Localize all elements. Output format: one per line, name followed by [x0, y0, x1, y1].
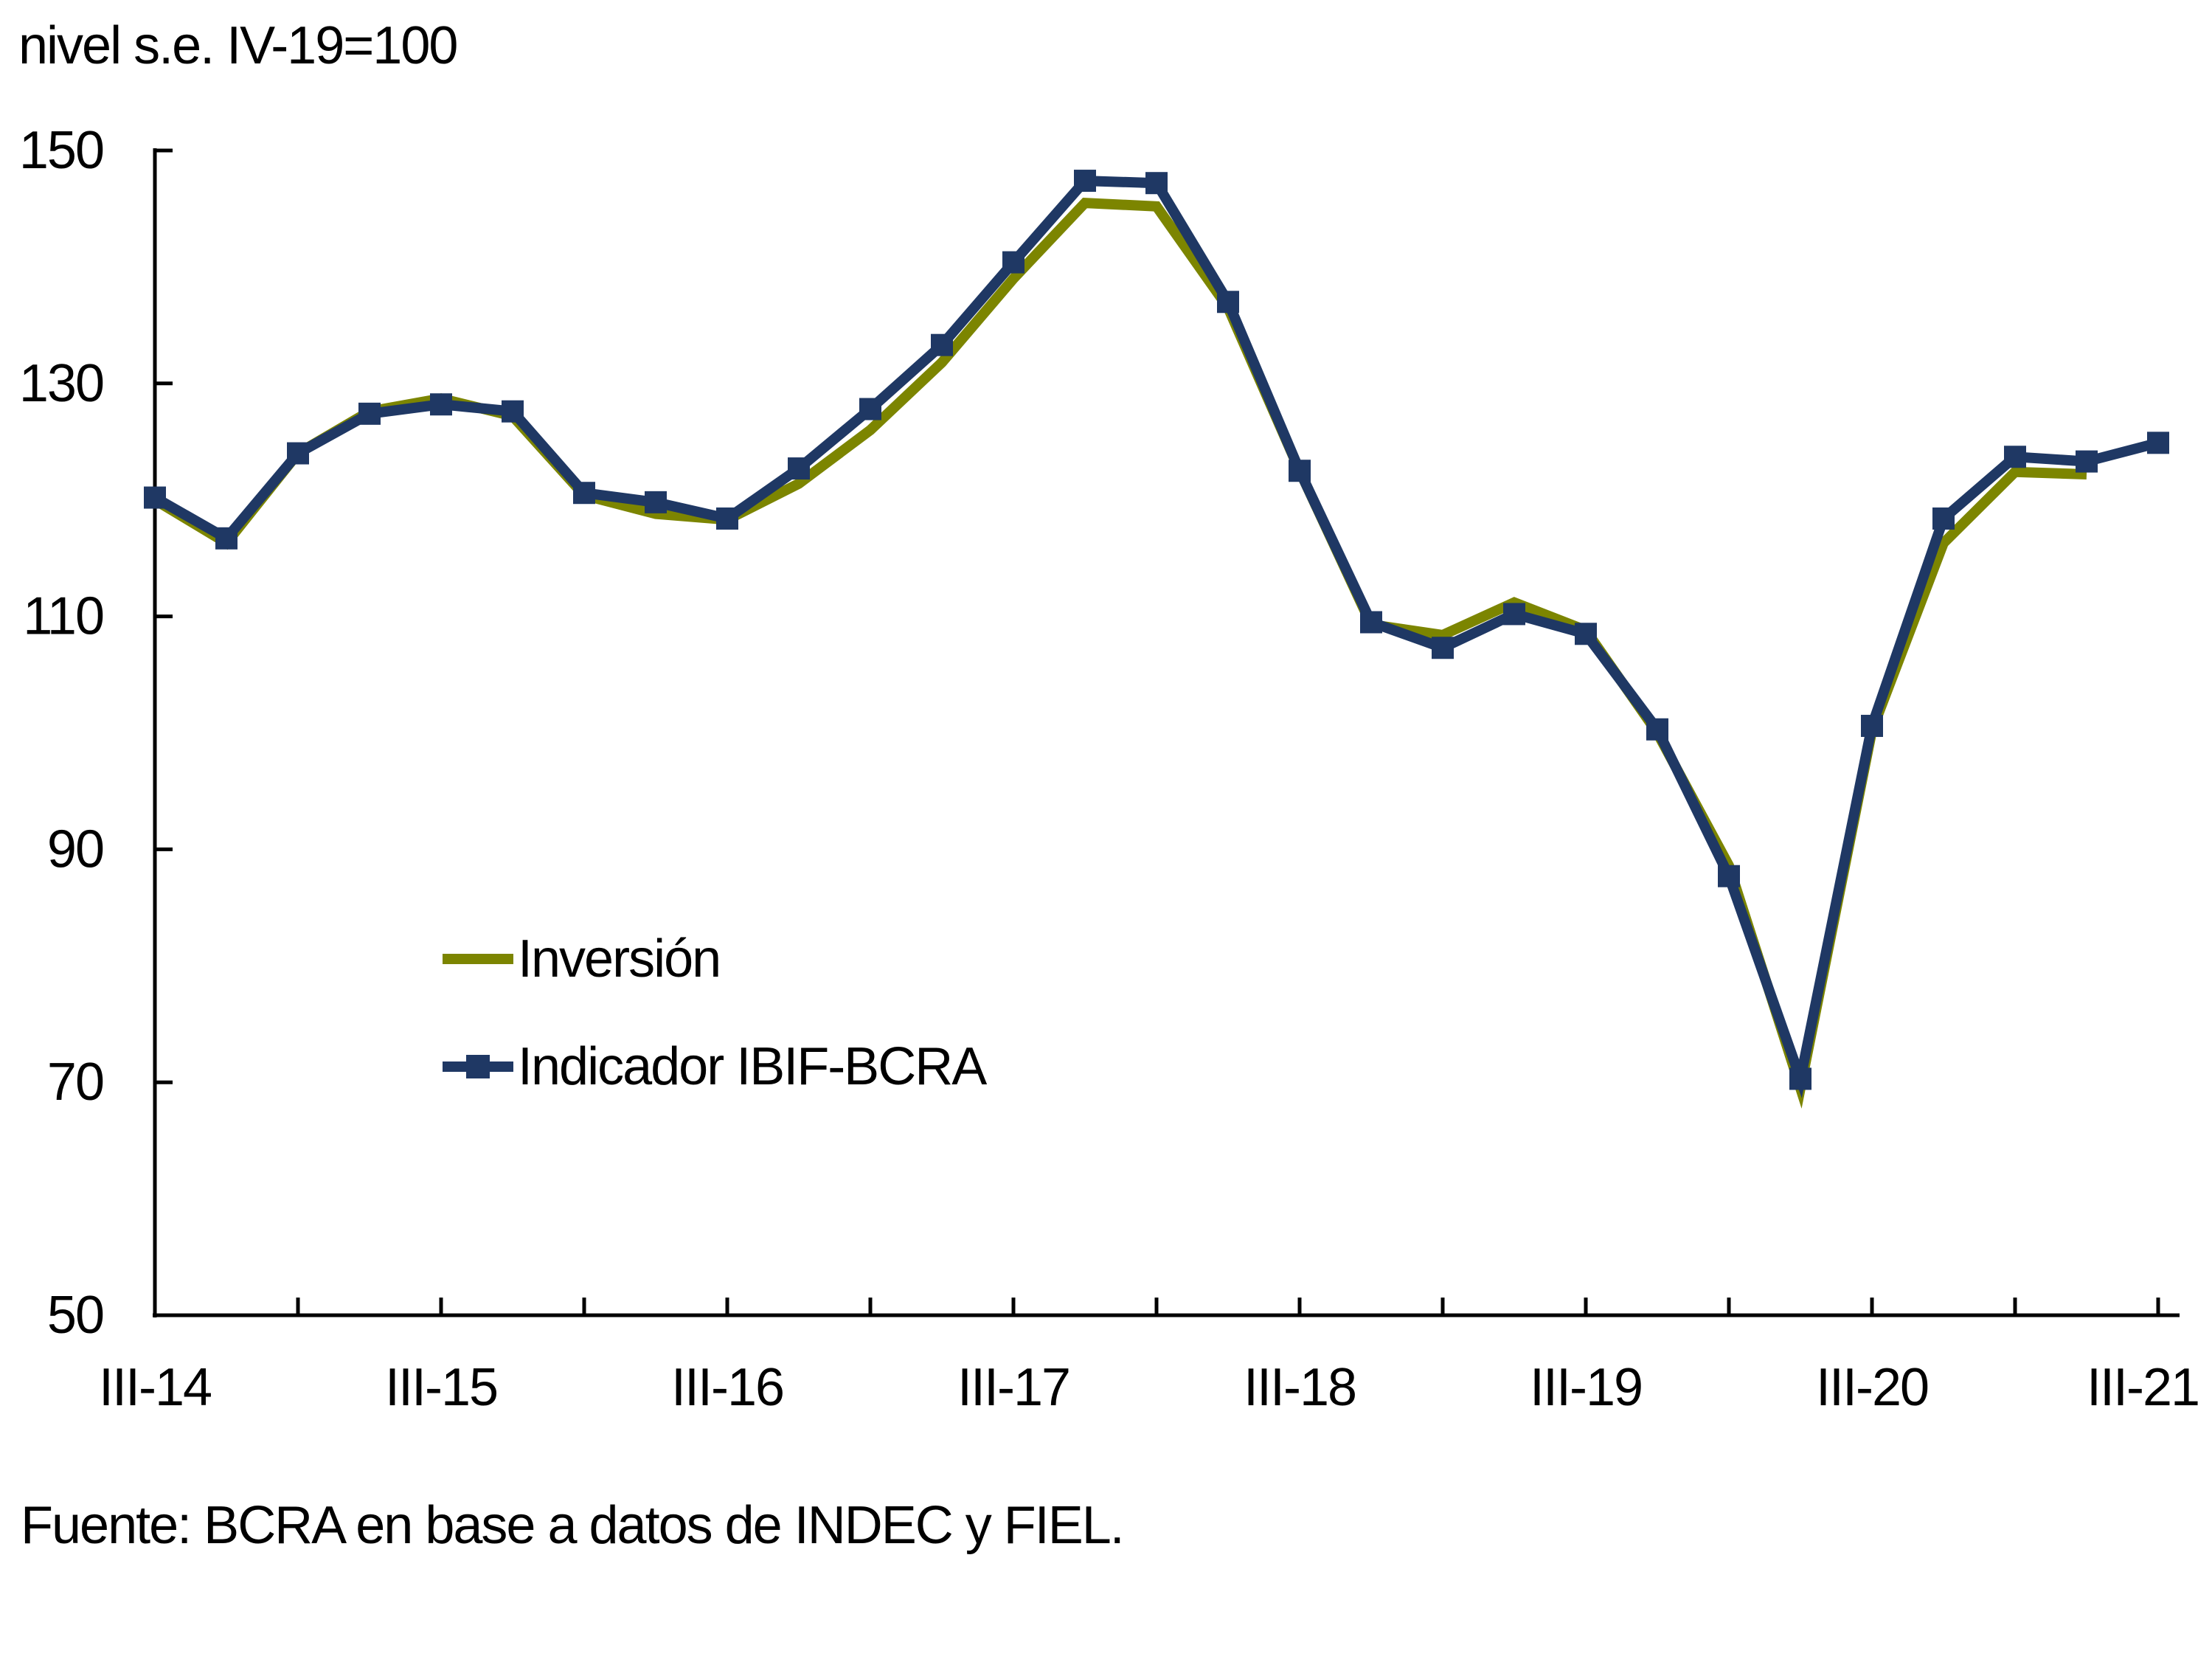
x-tick-label: III-15: [385, 1358, 497, 1417]
ibif-marker: [1503, 603, 1525, 626]
ibif-marker: [215, 527, 238, 550]
x-tick-label: III-21: [2087, 1358, 2199, 1417]
y-tick-label: 150: [19, 121, 103, 180]
ibif-marker: [1432, 637, 1454, 659]
ibif-marker: [1646, 718, 1668, 741]
y-tick-label: 70: [47, 1053, 103, 1112]
inversion-line-swatch-icon: [443, 924, 513, 994]
legend-label-inversion: Inversión: [518, 929, 721, 988]
chart-title: nivel s.e. IV-19=100: [18, 16, 458, 75]
ibif-marker: [1718, 865, 1740, 887]
x-tick-label: III-20: [1816, 1358, 1928, 1417]
ibif-marker: [502, 400, 524, 423]
x-tick-label: III-14: [99, 1358, 211, 1417]
ibif-marker: [573, 482, 595, 505]
ibif-marker: [716, 507, 738, 530]
y-tick-label: 50: [47, 1286, 103, 1345]
y-tick-label: 130: [19, 354, 103, 413]
x-tick-label: III-16: [671, 1358, 783, 1417]
legend-label-ibif-bcra: Indicador IBIF-BCRA: [518, 1037, 987, 1096]
ibif-marker: [2004, 446, 2026, 468]
ibif-marker: [1074, 170, 1096, 193]
ibif-marker: [287, 442, 309, 465]
ibif-marker: [859, 398, 881, 420]
ibif-marker: [1575, 623, 1597, 645]
ibif-marker: [358, 402, 381, 425]
ibif-marker: [788, 457, 810, 480]
legend-item-ibif-bcra: Indicador IBIF-BCRA: [443, 1031, 987, 1102]
ibif-marker: [645, 491, 667, 513]
y-tick-label: 110: [23, 587, 103, 646]
ibif-marker: [2076, 450, 2098, 473]
ibif-marker: [2147, 432, 2169, 454]
ibif-marker: [1002, 251, 1024, 274]
x-tick-label: III-18: [1244, 1358, 1356, 1417]
y-tick-label: 90: [47, 820, 103, 879]
ibif-marker: [1289, 460, 1311, 482]
ibif-line-marker-swatch-icon: [443, 1031, 513, 1102]
legend-item-inversion: Inversión: [443, 924, 721, 994]
ibif-marker: [1789, 1067, 1811, 1090]
x-tick-label: III-17: [957, 1358, 1069, 1417]
ibif-marker: [1145, 172, 1168, 195]
ibif-marker: [1360, 611, 1382, 634]
source-note: Fuente: BCRA en base a datos de INDEC y …: [21, 1496, 1125, 1555]
ibif-marker: [430, 393, 452, 416]
ibif-marker: [1217, 291, 1239, 314]
ibif-marker: [1861, 715, 1883, 738]
ibif-marker: [931, 333, 953, 356]
ibif-marker: [144, 486, 166, 509]
x-tick-label: III-19: [1530, 1358, 1642, 1417]
ibif-marker: [1932, 507, 1955, 530]
